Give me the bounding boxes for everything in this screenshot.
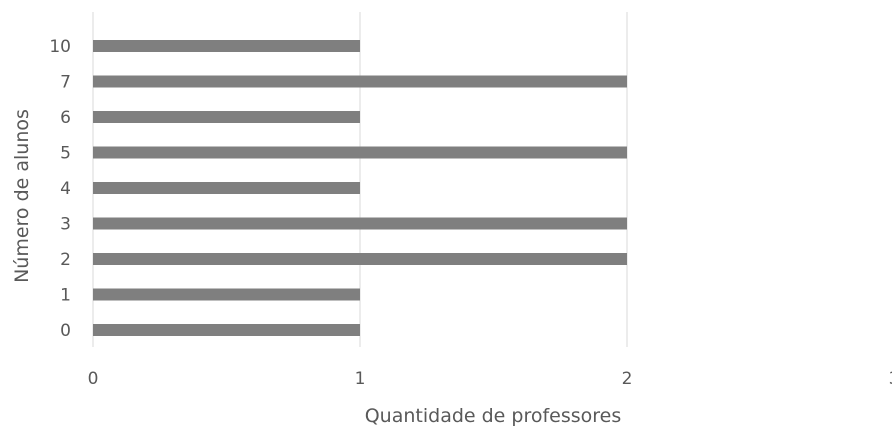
bar-10 [93,40,360,52]
y-axis-title: Número de alunos [11,109,33,283]
bars [93,40,627,336]
y-tick-label: 4 [60,179,71,199]
x-tick-label: 3 [889,369,892,389]
y-tick-label: 3 [60,215,71,235]
y-tick-labels: 0 1 2 3 4 5 6 7 10 [49,37,71,341]
bar-1 [93,288,360,301]
bar-7 [93,75,627,88]
x-tick-label: 1 [355,369,366,389]
y-tick-label: 6 [60,108,71,128]
y-tick-label: 2 [60,250,71,270]
bar-5 [93,146,627,159]
y-tick-label: 1 [60,286,71,306]
x-axis-title: Quantidade de professores [365,405,622,427]
y-tick-label: 5 [60,144,71,164]
x-tick-labels: 0 1 2 3 [88,369,892,389]
bar-4 [93,182,360,194]
y-tick-label: 7 [60,73,71,93]
x-tick-label: 0 [88,369,99,389]
x-tick-label: 2 [622,369,633,389]
bar-0 [93,324,360,336]
bar-3 [93,217,627,230]
bar-2 [93,253,627,265]
bar-6 [93,111,360,123]
y-tick-label: 10 [49,37,71,57]
y-tick-label: 0 [60,321,71,341]
